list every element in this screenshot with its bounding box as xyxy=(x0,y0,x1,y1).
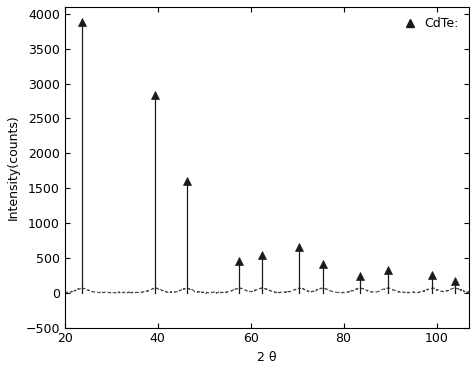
X-axis label: 2 θ: 2 θ xyxy=(257,351,277,364)
Y-axis label: Intensity(counts): Intensity(counts) xyxy=(7,114,20,220)
Legend: CdTe:: CdTe: xyxy=(394,13,463,34)
